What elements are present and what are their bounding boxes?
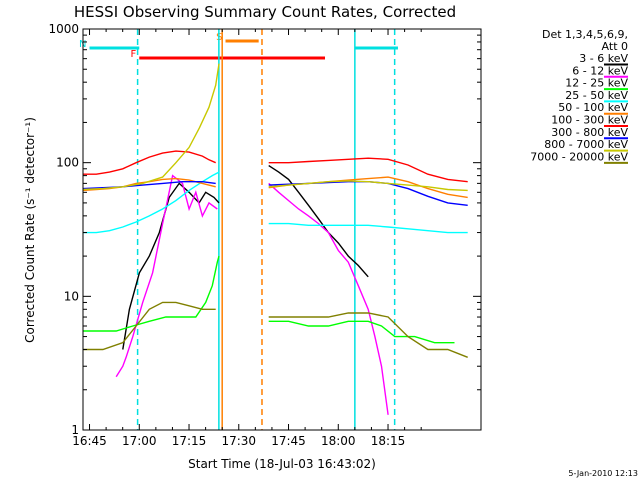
series-line xyxy=(82,181,216,190)
x-tick-label: 18:00 xyxy=(321,434,356,448)
legend-header-line-2: Att 0 xyxy=(602,40,628,53)
x-tick-label: 17:00 xyxy=(122,434,157,448)
legend-label: 6 - 12 keV xyxy=(572,64,628,77)
y-tick-label: 10 xyxy=(64,289,79,303)
series-line xyxy=(83,150,216,175)
plot-frame xyxy=(82,28,482,431)
y-tick-label: 100 xyxy=(56,156,79,170)
series-line xyxy=(268,176,468,199)
observing-flags: NSF xyxy=(79,32,398,60)
x-tick-label: 17:15 xyxy=(172,434,207,448)
legend-label: 12 - 25 keV xyxy=(565,77,628,90)
generation-timestamp: 5-Jan-2010 12:13 xyxy=(568,469,638,478)
legend-label: 800 - 7000 keV xyxy=(544,138,628,151)
legend-label: 300 - 800 keV xyxy=(551,126,628,139)
vertical-markers xyxy=(136,29,396,430)
x-tick-label: 17:30 xyxy=(221,434,256,448)
series-line xyxy=(122,182,220,350)
x-axis-label: Start Time (18-Jul-03 16:43:02) xyxy=(188,457,376,471)
y-tick-label: 1000 xyxy=(48,22,79,36)
legend-label: 7000 - 20000 keV xyxy=(530,150,628,163)
legend-label: 50 - 100 keV xyxy=(558,101,628,114)
series-line xyxy=(83,255,220,332)
legend-label: 3 - 6 keV xyxy=(579,52,628,65)
flag-label-f: F xyxy=(131,49,137,60)
series-line xyxy=(268,165,369,278)
y-axis: 1 10 100 1000 xyxy=(48,22,481,437)
x-tick-label: 16:45 xyxy=(72,434,107,448)
series-lines xyxy=(82,63,468,415)
x-tick-label: 18:15 xyxy=(371,434,406,448)
y-axis-label: Corrected Count Rate (s⁻¹ detector⁻¹) xyxy=(23,117,37,343)
series-line xyxy=(115,174,218,378)
y-tick-label: 1 xyxy=(71,423,79,437)
legend-label: 100 - 300 keV xyxy=(551,114,628,127)
legend-label: 25 - 50 keV xyxy=(565,89,628,102)
series-line xyxy=(268,180,468,192)
chart-title: HESSI Observing Summary Count Rates, Cor… xyxy=(74,3,456,21)
series-line xyxy=(268,181,468,206)
series-line xyxy=(83,301,216,351)
series-line xyxy=(268,320,455,344)
series-line xyxy=(268,312,468,358)
series-line xyxy=(82,63,220,191)
series-line xyxy=(268,157,468,183)
series-line xyxy=(83,171,220,234)
legend-header-line-1: Det 1,3,4,5,6,9, xyxy=(542,28,628,41)
series-line xyxy=(268,182,389,415)
series-line xyxy=(268,222,468,234)
x-tick-label: 17:45 xyxy=(271,434,306,448)
x-axis: 16:45 17:00 17:15 17:30 17:45 18:00 18:15 xyxy=(72,29,422,448)
